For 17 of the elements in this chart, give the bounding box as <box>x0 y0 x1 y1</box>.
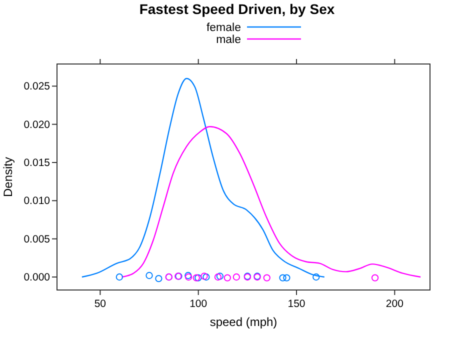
chart-title: Fastest Speed Driven, by Sex <box>139 1 335 17</box>
x-tick-label: 50 <box>94 298 106 310</box>
legend-label: female <box>206 22 241 34</box>
x-tick-label: 200 <box>386 298 404 310</box>
line-series <box>121 126 422 278</box>
y-tick-label: 0.020 <box>24 118 50 131</box>
x-tick-label: 100 <box>190 298 208 310</box>
y-tick-label: 0.010 <box>24 195 50 208</box>
y-axis-title: Density <box>1 156 15 198</box>
y-tick-label: 0.025 <box>24 80 50 93</box>
y-tick-label: 0.005 <box>24 233 50 246</box>
x-axis-title: speed (mph) <box>210 315 278 329</box>
x-tick-label: 150 <box>288 298 306 310</box>
line-series <box>81 78 325 278</box>
legend-label: male <box>216 34 241 46</box>
y-tick-label: 0.015 <box>24 156 50 169</box>
y-tick-label: 0.000 <box>24 272 50 284</box>
